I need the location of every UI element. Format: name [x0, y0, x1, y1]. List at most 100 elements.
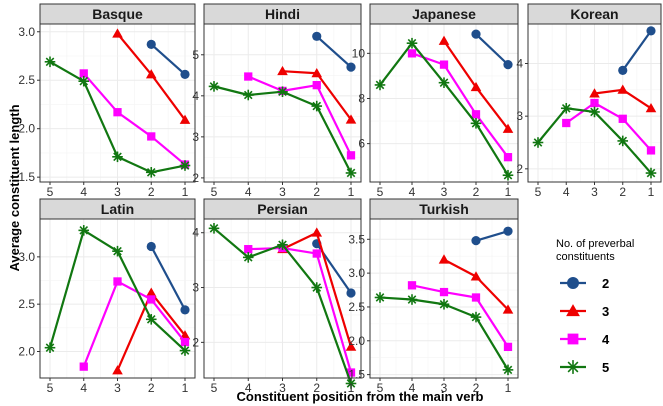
series-4-japanese	[407, 49, 513, 162]
y-tick-label-hindi: 5	[192, 48, 199, 62]
data-point-3-japanese-3	[438, 35, 450, 45]
data-point-4-latin-1	[180, 337, 190, 347]
data-point-5-hindi-4	[242, 89, 254, 101]
y-tick-label-japanese: 10	[352, 46, 366, 60]
data-point-5-basque-2	[145, 167, 157, 178]
legend-label-5: 5	[602, 360, 609, 375]
x-tick-label-japanese: 5	[377, 185, 384, 199]
data-point-5-basque-3	[112, 151, 123, 163]
data-point-2-latin-1	[180, 305, 190, 315]
y-tick-label-persian: 4	[192, 226, 199, 240]
x-tick-label-korean: 2	[619, 185, 626, 199]
data-point-5-hindi-1	[345, 167, 357, 179]
series-line-4-japanese	[411, 52, 509, 158]
x-tick-label-hindi: 3	[279, 185, 286, 199]
x-tick-label-persian: 2	[313, 381, 320, 395]
series-5-turkish	[374, 292, 514, 376]
y-tick-label-basque: 3.0	[18, 25, 35, 39]
data-point-5-turkish-1	[502, 364, 514, 376]
y-tick-label-korean: 3	[516, 109, 523, 123]
series-5-hindi	[208, 81, 357, 179]
y-tick-label-hindi: 3	[192, 130, 199, 144]
y-tick-label-turkish: 3.0	[348, 266, 365, 280]
data-point-4-japanese-1	[503, 153, 513, 162]
legend: No. of preverbal constituents 2 3 4 5	[556, 238, 634, 375]
data-point-4-turkish-1	[503, 342, 513, 352]
panel-korean: Korean 2 3 4 5 4 3 2 1	[516, 3, 662, 199]
data-point-3-hindi-1	[345, 114, 357, 124]
series-line-4-latin	[82, 280, 186, 368]
series-line-2-hindi	[316, 35, 352, 68]
x-tick-label-hindi: 1	[348, 185, 355, 199]
y-tick-label-latin: 2.5	[18, 297, 35, 311]
x-tick-label-persian: 1	[348, 381, 355, 395]
data-point-5-turkish-4	[406, 294, 418, 305]
panel-hindi: Hindi 2 3 4 5 5 4 3 2 1	[192, 3, 362, 199]
data-point-3-latin-3	[112, 365, 123, 375]
y-tick-label-japanese: 6	[358, 137, 365, 151]
data-point-4-turkish-2	[471, 293, 481, 302]
legend-item-4: 4	[560, 332, 610, 347]
x-tick-label-korean: 5	[535, 185, 542, 199]
data-point-5-hindi-3	[277, 86, 288, 98]
y-tick-label-persian: 2	[192, 335, 199, 349]
x-tick-label-basque: 3	[114, 185, 121, 199]
x-tick-label-latin: 5	[47, 381, 54, 395]
data-point-4-latin-3	[113, 277, 122, 286]
y-tick-label-basque: 2.0	[18, 122, 35, 136]
data-point-5-turkish-3	[438, 298, 450, 310]
strip-title-latin: Latin	[101, 201, 134, 217]
series-line-4-hindi	[247, 75, 352, 156]
data-point-5-basque-1	[179, 160, 191, 171]
data-point-2-japanese-2	[471, 29, 481, 39]
data-point-5-japanese-4	[406, 37, 418, 49]
data-point-5-korean-1	[645, 167, 657, 179]
series-line-4-basque	[82, 72, 186, 166]
series-2-basque	[146, 39, 190, 80]
series-4-turkish	[407, 281, 513, 352]
x-tick-label-turkish: 1	[505, 381, 512, 395]
x-tick-label-japanese: 4	[409, 185, 416, 199]
series-3-korean	[589, 84, 657, 113]
series-3-hindi	[277, 65, 357, 124]
legend-marker-2	[567, 277, 579, 289]
data-point-2-basque-1	[180, 69, 190, 80]
panel-persian: Persian 2 3 4 5 4 3 2 1	[192, 198, 362, 395]
data-point-4-latin-4	[79, 362, 88, 371]
x-tick-label-latin: 2	[148, 381, 155, 395]
legend-title-line-1: No. of preverbal	[556, 238, 634, 250]
series-line-2-latin	[150, 245, 186, 311]
x-tick-label-turkish: 2	[473, 381, 480, 395]
series-5-basque	[44, 56, 191, 178]
data-point-2-turkish-2	[471, 236, 481, 246]
x-tick-label-basque: 4	[80, 185, 87, 199]
data-point-5-persian-2	[311, 282, 323, 293]
data-point-2-korean-2	[618, 65, 628, 75]
data-point-4-japanese-4	[407, 49, 417, 58]
series-line-2-basque	[150, 43, 186, 76]
data-point-4-korean-4	[562, 118, 571, 128]
panel-turkish: Turkish 1.5 2.0 2.5 3.0 3.5 5 4 3 2 1	[348, 198, 519, 395]
legend-item-3: 3	[560, 304, 609, 319]
series-line-2-japanese	[475, 33, 509, 66]
y-tick-label-latin: 2.0	[18, 345, 35, 359]
y-tick-label-turkish: 2.5	[348, 300, 365, 314]
strip-title-korean: Korean	[570, 6, 618, 22]
x-tick-label-korean: 4	[563, 185, 570, 199]
data-point-2-korean-1	[646, 26, 656, 36]
data-point-3-japanese-1	[502, 123, 514, 133]
x-tick-label-persian: 5	[211, 381, 218, 395]
series-line-4-persian	[248, 246, 353, 373]
data-point-4-persian-1	[346, 368, 356, 377]
data-point-2-basque-2	[146, 39, 156, 49]
series-3-basque	[112, 28, 191, 124]
series-2-turkish	[471, 226, 513, 246]
data-point-4-latin-2	[147, 295, 156, 304]
data-point-2-turkish-1	[503, 226, 513, 236]
y-tick-label-korean: 2	[516, 162, 523, 176]
series-2-latin	[146, 241, 190, 315]
y-tick-label-hindi: 2	[192, 171, 199, 185]
data-point-2-latin-2	[146, 241, 156, 252]
